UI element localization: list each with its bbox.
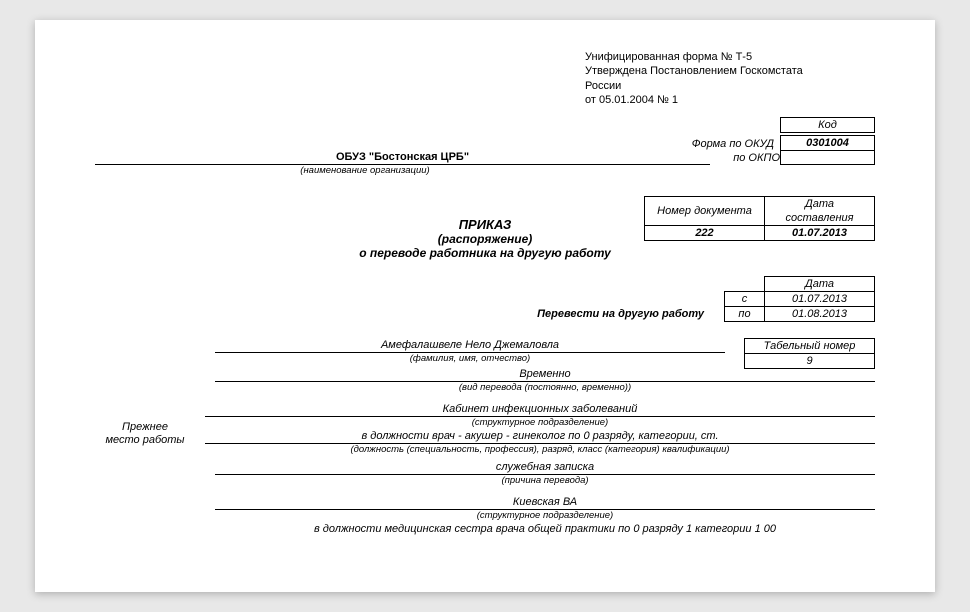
- tabnum-header: Табельный номер: [745, 339, 875, 354]
- prev-place-block: Прежнее место работы Кабинет инфекционны…: [95, 403, 875, 455]
- okpo-value: [780, 149, 875, 165]
- new-place-block: Киевская ВА (структурное подразделение) …: [95, 496, 875, 537]
- new-position: в должности медицинская сестра врача общ…: [215, 523, 875, 537]
- docnum-value: 222: [645, 226, 765, 241]
- org-name: ОБУЗ "Бостонская ЦРБ": [95, 151, 710, 165]
- title-block: ПРИКАЗ (распоряжение) о переводе работни…: [275, 217, 695, 260]
- okpo-label: по ОКПО: [720, 152, 780, 165]
- code-header-cell: Код: [780, 117, 875, 133]
- approval-line: России: [585, 79, 875, 93]
- docdate-header-1: Дата: [765, 197, 875, 212]
- transfer-to-label: по: [725, 307, 765, 322]
- tabnum-value: 9: [745, 354, 875, 369]
- transfer-label: Перевести на другую работу: [537, 308, 724, 322]
- transfer-type-value: Временно: [215, 368, 875, 382]
- transfer-from-date: 01.07.2013: [765, 292, 875, 307]
- docnum-table: Номер документа Дата составления 222 01.…: [644, 196, 875, 241]
- prev-position: в должности врач - акушер - гинеколог по…: [205, 430, 875, 444]
- document-page: Унифицированная форма № Т-5 Утверждена П…: [35, 20, 935, 592]
- tabnum-table: Табельный номер 9: [744, 338, 875, 369]
- prev-position-caption: (должность (специальность, профессия), р…: [205, 444, 875, 455]
- title-prikaz: ПРИКАЗ: [275, 217, 695, 232]
- prev-dept: Кабинет инфекционных заболеваний: [205, 403, 875, 417]
- approval-line: Унифицированная форма № Т-5: [585, 50, 875, 64]
- reason-block: служебная записка (причина перевода): [95, 461, 875, 486]
- approval-line: Утверждена Постановлением Госкомстата: [585, 64, 875, 78]
- approval-line: от 05.01.2004 № 1: [585, 93, 875, 107]
- transfer-table: Дата с 01.07.2013 по 01.08.2013: [724, 276, 875, 322]
- transfer-row: Перевести на другую работу Дата с 01.07.…: [95, 276, 875, 322]
- prev-place-label: Прежнее место работы: [95, 403, 195, 455]
- transfer-type-caption: (вид перевода (постоянно, временно)): [215, 382, 875, 393]
- transfer-type-block: Временно (вид перевода (постоянно, време…: [95, 368, 875, 393]
- code-header-row: Код: [95, 117, 875, 133]
- fio-value: Амефалашвеле Нело Джемаловла: [215, 339, 725, 353]
- new-dept: Киевская ВА: [215, 496, 875, 510]
- transfer-date-header: Дата: [765, 277, 875, 292]
- fio-caption: (фамилия, имя, отчество): [215, 353, 725, 364]
- docdate-header-2: составления: [765, 211, 875, 226]
- title-about: о переводе работника на другую работу: [275, 246, 695, 260]
- prev-place-label-1: Прежнее: [95, 421, 195, 434]
- new-dept-caption: (структурное подразделение): [215, 510, 875, 521]
- prev-place-label-2: место работы: [95, 434, 195, 447]
- docnum-header: Номер документа: [645, 197, 765, 226]
- org-row: ОБУЗ "Бостонская ЦРБ" по ОКПО: [95, 149, 875, 165]
- org-caption: (наименование организации): [95, 165, 635, 176]
- reason-value: служебная записка: [215, 461, 875, 475]
- approval-block: Унифицированная форма № Т-5 Утверждена П…: [585, 50, 875, 107]
- docdate-value: 01.07.2013: [765, 226, 875, 241]
- transfer-from-label: с: [725, 292, 765, 307]
- prev-place-lines: Кабинет инфекционных заболеваний (структ…: [205, 403, 875, 455]
- reason-caption: (причина перевода): [215, 475, 875, 486]
- prev-dept-caption: (структурное подразделение): [205, 417, 875, 428]
- title-order: (распоряжение): [275, 232, 695, 246]
- okud-label: Форма по ОКУД: [692, 138, 774, 151]
- transfer-to-date: 01.08.2013: [765, 307, 875, 322]
